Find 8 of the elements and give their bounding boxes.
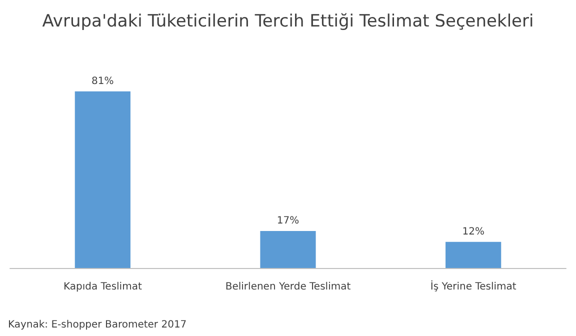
data-label: 81%	[92, 76, 114, 87]
text: Kaynak: E-shopper Barometer 2017	[8, 320, 187, 330]
x-tick-label: Kapıda Teslimat	[63, 282, 142, 292]
x-tick-label: Belirlenen Yerde Teslimat	[225, 282, 351, 292]
x-tick-label: İş Yerine Teslimat	[430, 280, 516, 292]
chart-title: Avrupa'daki Tüketicilerin Tercih Ettiği Teslimat Seçenekleri	[42, 12, 534, 32]
data-label: 17%	[276, 215, 300, 226]
data-label: 12%	[462, 226, 484, 238]
